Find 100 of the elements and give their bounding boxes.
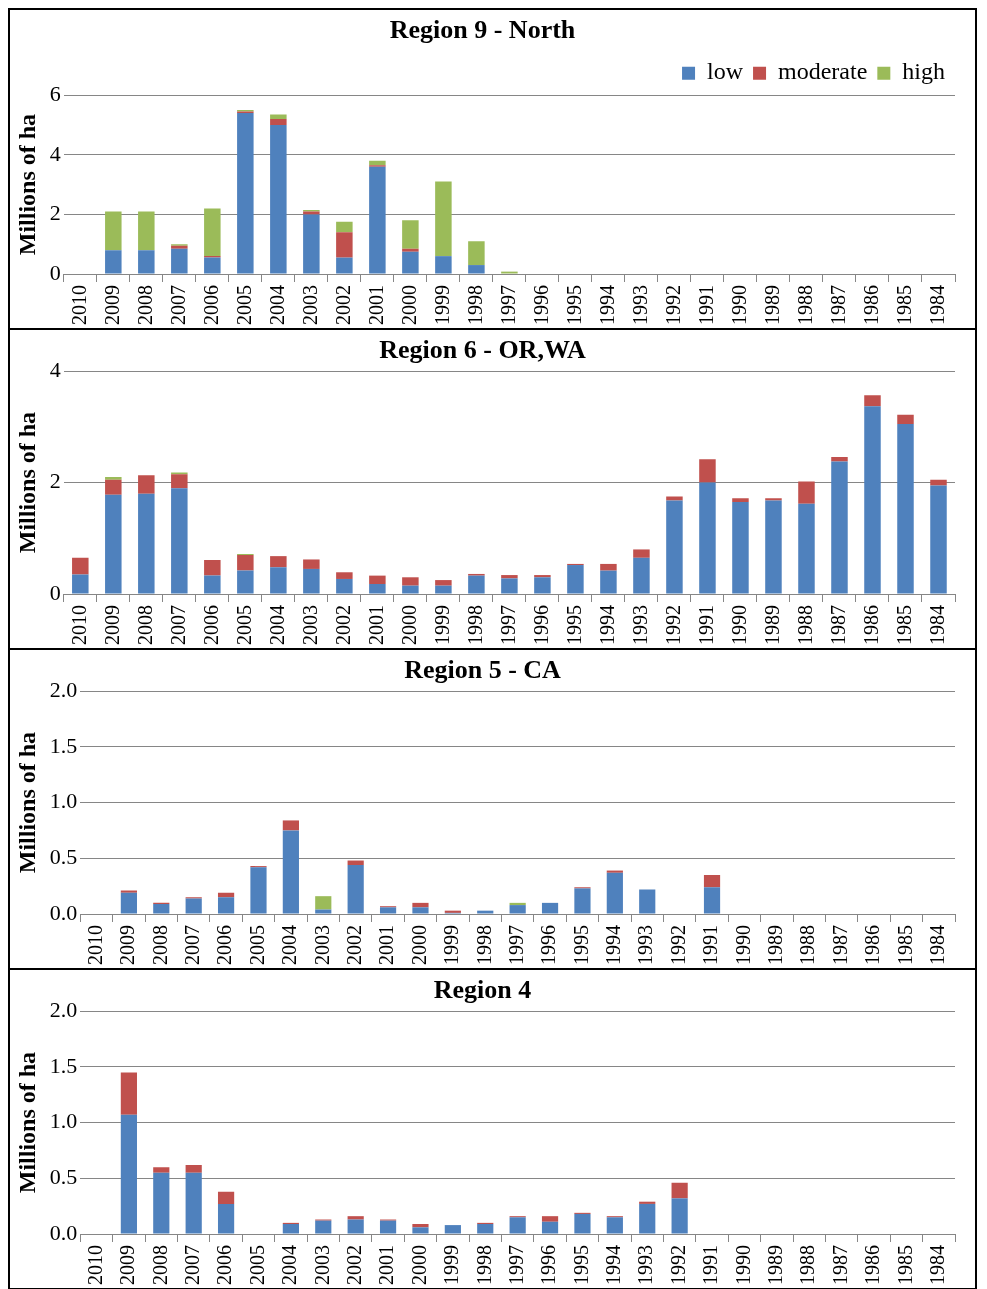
chart-title: Region 5 - CA (404, 655, 562, 685)
x-tick-label: 1995 (569, 925, 592, 965)
x-tick-label: 1986 (861, 925, 884, 965)
x-tick-label: 1990 (731, 925, 754, 965)
x-tick-label: 1995 (569, 1245, 592, 1285)
x-tick-label: 1991 (699, 925, 722, 965)
x-tick-label: 2002 (342, 925, 365, 965)
x-tick-label: 2007 (166, 285, 189, 325)
x-tick-label: 1988 (793, 605, 816, 645)
x-tick-label: 2005 (245, 925, 268, 965)
x-tick-label: 1986 (859, 605, 882, 645)
y-tick-label: 0 (49, 579, 61, 605)
x-tick-label: 2001 (364, 605, 387, 645)
x-tick-label: 1991 (694, 605, 717, 645)
x-tick-label: 2003 (298, 605, 321, 645)
y-tick-label: 2 (49, 468, 61, 494)
x-tick-label: 1985 (892, 285, 915, 325)
x-tick-label: 2001 (375, 1245, 398, 1285)
x-tick-label: 1998 (472, 1245, 495, 1285)
legend-label: high (902, 58, 945, 85)
x-tick-label: 2002 (342, 1245, 365, 1285)
x-tick-label: 1994 (602, 925, 625, 965)
x-tick-label: 1998 (463, 605, 486, 645)
x-tick-label: 1996 (537, 925, 560, 965)
x-tick-label: 1985 (893, 1245, 916, 1285)
chart-title: Region 6 - OR,WA (379, 335, 586, 365)
x-tick-label: 2003 (298, 285, 321, 325)
x-tick-label: 2006 (199, 285, 222, 325)
y-tick-label: 0.5 (49, 844, 78, 870)
x-tick-label: 2006 (199, 605, 222, 645)
y-tick-label: 4 (49, 140, 61, 166)
x-tick-label: 2005 (232, 605, 255, 645)
x-tick-label: 1999 (430, 285, 453, 325)
x-tick-label: 1987 (826, 605, 849, 645)
y-tick-label: 1.0 (49, 788, 78, 814)
x-tick-label: 1994 (595, 285, 618, 325)
x-tick-label: 1986 (859, 285, 882, 325)
x-tick-label: 2004 (265, 285, 288, 325)
x-tick-label: 1988 (796, 1245, 819, 1285)
x-tick-label: 1990 (727, 285, 750, 325)
x-tick-label: 1984 (926, 1245, 949, 1285)
x-tick-label: 1998 (472, 925, 495, 965)
x-tick-label: 1997 (504, 925, 527, 965)
y-tick-label: 1.0 (49, 1108, 78, 1134)
x-tick-label: 1991 (699, 1245, 722, 1285)
y-tick-label: 6 (49, 80, 61, 106)
x-tick-label: 1991 (694, 285, 717, 325)
x-tick-label: 2008 (133, 285, 156, 325)
x-tick-label: 1996 (529, 605, 552, 645)
legend-label: moderate (778, 58, 868, 85)
x-tick-label: 2003 (310, 925, 333, 965)
x-tick-label: 2005 (232, 285, 255, 325)
x-tick-label: 1994 (595, 605, 618, 645)
x-tick-label: 1990 (727, 605, 750, 645)
x-tick-label: 1999 (430, 605, 453, 645)
x-tick-label: 2009 (116, 925, 139, 965)
x-tick-label: 1997 (504, 1245, 527, 1285)
x-tick-label: 2008 (133, 605, 156, 645)
x-tick-label: 1997 (496, 605, 519, 645)
x-tick-label: 2005 (245, 1245, 268, 1285)
y-axis-title: Millions of ha (13, 731, 40, 874)
x-tick-label: 2010 (83, 925, 106, 965)
y-tick-label: 0 (49, 259, 61, 285)
x-tick-label: 2006 (213, 1245, 236, 1285)
x-tick-label: 1993 (628, 285, 651, 325)
x-tick-label: 2000 (397, 285, 420, 325)
y-tick-label: 1.5 (49, 732, 78, 758)
y-tick-label: 0.0 (49, 899, 78, 925)
x-tick-label: 1989 (764, 925, 787, 965)
x-tick-label: 1992 (666, 925, 689, 965)
y-axis-title: Millions of ha (13, 411, 40, 554)
x-tick-label: 2007 (166, 605, 189, 645)
x-tick-label: 1987 (826, 285, 849, 325)
x-tick-label: 1986 (861, 1245, 884, 1285)
y-axis-title: Millions of ha (13, 113, 40, 256)
x-tick-label: 2004 (278, 1245, 301, 1285)
x-tick-label: 1998 (463, 285, 486, 325)
x-tick-label: 1993 (634, 925, 657, 965)
x-tick-label: 2001 (375, 925, 398, 965)
x-tick-label: 2007 (180, 1245, 203, 1285)
x-tick-label: 2009 (100, 605, 123, 645)
y-tick-label: 2.0 (49, 676, 78, 702)
x-tick-label: 1984 (925, 285, 948, 325)
x-tick-label: 1999 (440, 925, 463, 965)
y-tick-label: 4 (49, 356, 61, 382)
x-tick-label: 1987 (828, 925, 851, 965)
x-tick-label: 2006 (213, 925, 236, 965)
x-tick-label: 1996 (529, 285, 552, 325)
x-tick-label: 2007 (180, 925, 203, 965)
x-tick-label: 1999 (440, 1245, 463, 1285)
x-tick-label: 2000 (397, 605, 420, 645)
x-tick-label: 1993 (628, 605, 651, 645)
y-tick-label: 0.5 (49, 1164, 78, 1190)
x-tick-label: 1989 (764, 1245, 787, 1285)
x-tick-label: 1989 (760, 605, 783, 645)
x-tick-label: 1995 (562, 605, 585, 645)
x-tick-label: 1984 (925, 605, 948, 645)
x-tick-label: 1992 (661, 285, 684, 325)
x-tick-label: 1992 (666, 1245, 689, 1285)
x-tick-label: 2009 (116, 1245, 139, 1285)
